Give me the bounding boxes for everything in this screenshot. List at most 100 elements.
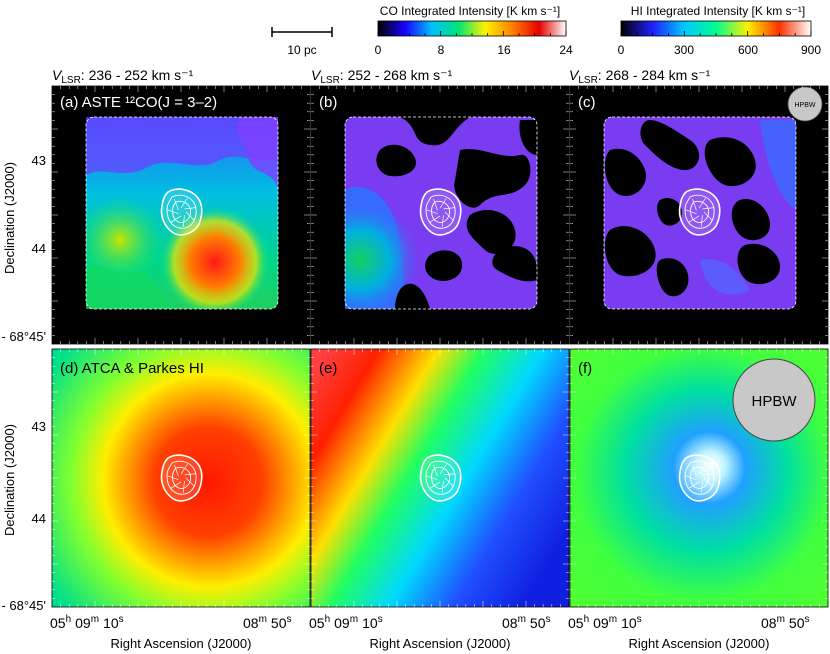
snr-filament <box>444 477 454 487</box>
x-tick-labels-1: 05h 09m 10s 08m 50s <box>50 614 292 631</box>
snr-contour-line <box>425 460 456 495</box>
snr-filament <box>184 207 197 210</box>
snr-filament <box>703 211 713 221</box>
panel-tag: (a) ASTE ¹²CO(J = 3–2) <box>60 94 217 111</box>
hi-tick-label: 600 <box>738 43 758 57</box>
snr-filament <box>170 481 182 489</box>
snr-filament <box>170 215 182 223</box>
snr-filament <box>433 198 438 211</box>
panel-a: (a) ASTE ¹²CO(J = 3–2) <box>51 85 311 345</box>
hpbw-label-small: HPBW <box>795 102 816 109</box>
snr-filament <box>688 481 700 489</box>
snr-contour-line <box>684 460 715 495</box>
snr-filament <box>167 209 179 215</box>
snr-filament <box>443 473 456 476</box>
snr-filament <box>688 215 700 223</box>
hpbw-label-large: HPBW <box>752 393 798 410</box>
snr-filament <box>700 215 703 228</box>
x-axis-label: Right Ascension (J2000) <box>111 636 252 651</box>
panel-tag: (e) <box>319 360 337 377</box>
snr-filament <box>443 207 456 210</box>
co-tick-label: 24 <box>559 43 573 57</box>
snr-contour-line <box>425 194 456 229</box>
hi-colorbar-title: HI Integrated Intensity [K km s⁻¹] <box>631 4 805 18</box>
snr-filament <box>429 481 441 489</box>
snr-contour <box>419 454 462 502</box>
x-tick-labels-3: 05h 09m 10s 08m 50s <box>568 614 810 631</box>
snr-filament <box>180 197 188 209</box>
snr-filament <box>185 211 195 221</box>
snr-filament <box>444 211 454 221</box>
y-tick-label: 44 <box>32 241 46 256</box>
snr-filament <box>700 481 703 494</box>
snr-filament <box>439 463 447 475</box>
snr-contour-line <box>684 194 715 229</box>
snr-filament <box>426 475 438 481</box>
snr-filament <box>174 198 179 211</box>
axis-ticks <box>52 86 828 607</box>
panel-b: (b) <box>310 85 570 345</box>
snr-filament <box>692 464 697 477</box>
snr-contour <box>160 188 203 236</box>
snr-contour-line <box>166 194 197 229</box>
co-colorbar: CO Integrated Intensity [K km s⁻¹] 0 8 1… <box>375 4 573 57</box>
panel-tag: (b) <box>319 94 337 111</box>
hi-tick-label: 900 <box>801 43 821 57</box>
snr-filament <box>180 463 188 475</box>
snr-filament <box>702 473 715 476</box>
snr-contour <box>678 454 721 502</box>
snr-contour-line <box>166 460 197 495</box>
snr-filament <box>698 463 706 475</box>
velocity-label-1: VLSR: 236 - 252 km s⁻¹ <box>52 67 194 86</box>
y-tick-label: 43 <box>32 419 46 434</box>
y-axis-label: Declination (J2000) <box>2 424 17 536</box>
hi-colorbar: HI Integrated Intensity [K km s⁻¹] 0 300… <box>618 4 822 57</box>
snr-filament <box>698 197 706 209</box>
snr-filament <box>182 481 185 494</box>
snr-contour <box>419 188 462 236</box>
snr-contour <box>160 454 203 502</box>
snr-filament <box>702 207 715 210</box>
hi-tick-label: 0 <box>618 43 625 57</box>
scale-bar-label: 10 pc <box>287 43 316 57</box>
panel-e: (e) <box>310 348 570 608</box>
snr-filament <box>429 215 441 223</box>
snr-filament <box>692 198 697 211</box>
snr-filament <box>685 209 697 215</box>
co-tick-label: 16 <box>497 43 511 57</box>
co-colorbar-title: CO Integrated Intensity [K km s⁻¹] <box>380 4 560 18</box>
snr-filament <box>185 477 195 487</box>
y-tick-label: - 68°45' <box>1 598 46 613</box>
co-tick-label: 8 <box>438 43 445 57</box>
snr-filament <box>426 209 438 215</box>
velocity-label-3: VLSR: 268 - 284 km s⁻¹ <box>569 67 711 86</box>
panel-c: (c) HPBW <box>569 85 829 345</box>
snr-filament <box>167 475 179 481</box>
x-tick-labels-2: 05h 09m 10s 08m 50s <box>309 614 551 631</box>
snr-filament <box>184 473 197 476</box>
snr-filament <box>703 477 713 487</box>
x-axis-label: Right Ascension (J2000) <box>370 636 511 651</box>
beam-circle-large <box>732 358 816 442</box>
snr-filament <box>685 475 697 481</box>
co-tick-label: 0 <box>375 43 382 57</box>
panel-f: (f) HPBW <box>569 348 829 608</box>
y-tick-label: 44 <box>32 511 46 526</box>
snr-filament <box>182 215 185 228</box>
hi-tick-label: 300 <box>674 43 694 57</box>
snr-filament <box>441 481 444 494</box>
snr-filament <box>441 215 444 228</box>
panel-d: (d) ATCA & Parkes HI <box>51 348 311 608</box>
snr-filament <box>433 464 438 477</box>
y-axis-label: Declination (J2000) <box>2 162 17 274</box>
panel-tag: (d) ATCA & Parkes HI <box>60 360 204 377</box>
panel-tag: (c) <box>578 94 596 111</box>
scale-bar: 10 pc <box>271 27 333 57</box>
snr-filament <box>174 464 179 477</box>
velocity-label-2: VLSR: 252 - 268 km s⁻¹ <box>311 67 453 86</box>
